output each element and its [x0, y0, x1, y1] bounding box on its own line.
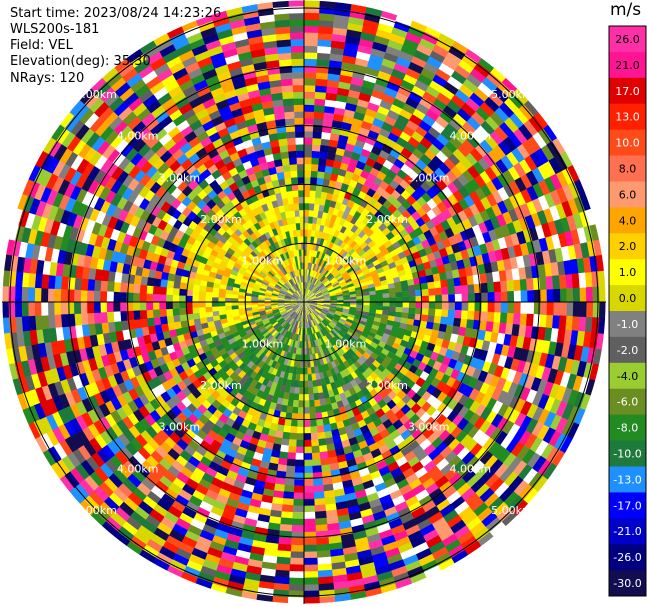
- colorbar-tick-label: -17.0: [613, 499, 641, 512]
- colorbar-swatch: [609, 336, 646, 364]
- range-ring-label: 3.00km: [159, 171, 201, 184]
- colorbar-swatch: [609, 518, 646, 545]
- range-ring-label: 2.00km: [366, 213, 408, 226]
- colorbar-swatch: [609, 155, 646, 182]
- range-ring-label: 5.00km: [491, 88, 533, 101]
- colorbar-frame: [608, 25, 647, 597]
- range-ring-label: 5.00km: [491, 504, 533, 517]
- colorbar-swatch: [609, 544, 646, 571]
- colorbar-tick-label: -10.0: [613, 448, 641, 461]
- velocity-gates: [5, 22, 590, 594]
- colorbar-swatch: [609, 207, 646, 234]
- colorbar-unit: m/s: [610, 0, 642, 20]
- velocity-gates: [195, 192, 410, 407]
- colorbar-tick-label: 4.0: [619, 214, 637, 227]
- colorbar-tick-label: -26.0: [613, 551, 641, 564]
- range-ring-label: 2.00km: [200, 379, 242, 392]
- range-ring-label: 4.00km: [450, 130, 492, 143]
- range-ring-label: 1.00km: [242, 254, 284, 267]
- colorbar-tick-label: -2.0: [617, 344, 638, 357]
- colorbar-swatch: [609, 233, 646, 260]
- colorbar-swatch: [609, 414, 646, 441]
- colorbar-swatch: [609, 466, 646, 493]
- colorbar-tick-label: 10.0: [615, 137, 640, 150]
- colorbar-swatch: [609, 388, 646, 416]
- velocity-gates: [8, 26, 594, 604]
- colorbar-swatch: [609, 311, 646, 338]
- colorbar-swatch: [609, 285, 646, 312]
- colorbar-tick-label: -4.0: [617, 370, 638, 383]
- range-ring-label: 2.00km: [200, 213, 242, 226]
- range-ring-label: 5.00km: [75, 88, 117, 101]
- colorbar-swatch: [609, 570, 646, 597]
- crosshair-axes: [2, 0, 606, 604]
- colorbar-tick-label: 6.0: [619, 188, 637, 201]
- colorbar-swatch: [609, 362, 646, 390]
- range-ring-label: 1.00km: [325, 254, 367, 267]
- colorbar-tick-label: -30.0: [613, 577, 641, 590]
- colorbar-tick-label: 21.0: [615, 59, 640, 72]
- colorbar-tick-label: -21.0: [613, 525, 641, 538]
- colorbar-tick-label: -1.0: [617, 318, 638, 331]
- colorbar-tick-label: -8.0: [617, 422, 638, 435]
- colorbar-tick-label: 17.0: [615, 85, 640, 98]
- instrument-label: WLS200s-181: [10, 22, 100, 37]
- start-time-label: Start time: 2023/08/24 14:23:26: [10, 6, 222, 21]
- elevation-label: Elevation(deg): 35.30: [10, 54, 151, 69]
- colorbar-tick-label: -13.0: [613, 473, 641, 486]
- velocity-gates: [1, 1, 606, 598]
- colorbar-tick-label: 13.0: [615, 111, 640, 124]
- colorbar-tick-label: 26.0: [615, 33, 640, 46]
- colorbar-tick-label: -6.0: [617, 396, 638, 409]
- colorbar-tick-label: 0.0: [619, 292, 637, 305]
- range-ring-label: 4.00km: [117, 462, 159, 475]
- colorbar-swatch: [609, 129, 646, 156]
- range-ring-label: 4.00km: [117, 130, 159, 143]
- range-ring-label: 5.00km: [75, 504, 117, 517]
- colorbar-tick-label: 8.0: [619, 163, 637, 176]
- range-ring-label: 3.00km: [408, 421, 450, 434]
- colorbar-swatch: [609, 259, 646, 286]
- range-ring-label: 1.00km: [242, 338, 284, 351]
- colorbar-swatch: [609, 51, 646, 79]
- nrays-label: NRays: 120: [10, 71, 85, 86]
- colorbar: 26.0 21.0 17.0 13.0 10.0 8.0 6.0 4.0 2.0 1.0 0.0 -1…: [608, 25, 647, 597]
- range-ring-label: 1.00km: [325, 338, 367, 351]
- velocity-gates: [14, 7, 556, 590]
- velocity-gates: [166, 163, 430, 434]
- colorbar-swatch: [609, 103, 646, 131]
- colorbar-tick-label: 2.0: [619, 240, 637, 253]
- range-ring-labels: 1.00km 1.00km 1.00km 1.00km 2.00km 2.00km 2.00…: [75, 88, 532, 517]
- colorbar-swatch: [609, 77, 646, 105]
- colorbar-swatch: [609, 181, 646, 208]
- range-ring-label: 2.00km: [366, 379, 408, 392]
- range-ring-label: 3.00km: [408, 171, 450, 184]
- colorbar-swatch: [609, 26, 646, 53]
- colorbar-swatch: [609, 440, 646, 467]
- range-ring-label: 4.00km: [450, 462, 492, 475]
- colorbar-swatch: [609, 492, 646, 519]
- field-label: Field: VEL: [10, 38, 73, 53]
- range-ring-label: 3.00km: [159, 421, 201, 434]
- colorbar-tick-label: 1.0: [619, 266, 637, 279]
